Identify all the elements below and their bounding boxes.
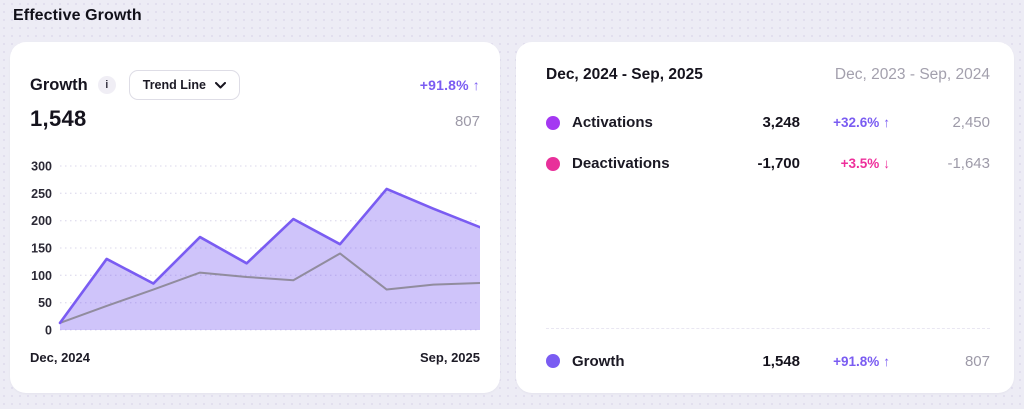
svg-text:150: 150 [31, 242, 52, 256]
svg-text:50: 50 [38, 296, 52, 310]
info-icon[interactable]: i [97, 76, 116, 94]
row-change: +32.6% ↑ [833, 115, 890, 130]
row-label: Growth [572, 352, 625, 370]
svg-text:250: 250 [31, 187, 52, 201]
page-title: Effective Growth [13, 7, 142, 24]
x-axis-end-label: Sep, 2025 [420, 350, 480, 365]
trend-line-dropdown-value: Trend Line [142, 78, 206, 92]
svg-text:0: 0 [45, 324, 52, 337]
activations-dot-icon [546, 115, 560, 130]
summary-card: Dec, 2024 - Sep, 2025 Dec, 2023 - Sep, 2… [516, 42, 1014, 393]
row-value: 1,548 [762, 352, 800, 370]
x-axis-start-label: Dec, 2024 [30, 350, 90, 365]
table-row-activations: Activations 3,248 +32.6% ↑ 2,450 [546, 102, 990, 143]
arrow-up-icon: ↑ [472, 77, 480, 93]
period-header: Dec, 2024 - Sep, 2025 Dec, 2023 - Sep, 2… [546, 66, 990, 86]
previous-period-label: Dec, 2023 - Sep, 2024 [834, 66, 990, 83]
metric-rows: Activations 3,248 +32.6% ↑ 2,450 Deactiva… [546, 102, 990, 184]
growth-chart-card: Growth i Trend Line +91.8% ↑ 1,548 807 30… [10, 42, 500, 393]
growth-totals-row: 1,548 807 [30, 106, 480, 136]
row-value: 3,248 [762, 114, 800, 131]
table-row-growth-total: Growth 1,548 +91.8% ↑ 807 [546, 329, 990, 393]
x-axis-labels: Dec, 2024 Sep, 2025 [30, 350, 480, 365]
growth-dot-icon [546, 354, 560, 368]
row-label: Deactivations [572, 155, 670, 172]
svg-text:300: 300 [31, 160, 52, 174]
growth-change-badge: +91.8% ↑ [419, 77, 480, 93]
deactivations-dot-icon [546, 156, 560, 171]
trend-line-dropdown[interactable]: Trend Line [128, 70, 240, 100]
chevron-down-icon [214, 81, 226, 88]
area-chart[interactable]: 300 250 200 150 100 50 0 [30, 158, 480, 336]
arrow-down-icon: ↓ [883, 156, 890, 171]
row-previous-value: 2,450 [952, 114, 990, 131]
row-label: Activations [572, 114, 653, 131]
growth-card-title: Growth [30, 75, 88, 94]
growth-chart[interactable]: 300 250 200 150 100 50 0 Dec, 2024 Sep, 2025 [30, 158, 480, 365]
row-previous-value: 807 [964, 352, 990, 370]
row-previous-value: -1,643 [947, 155, 990, 172]
arrow-up-icon: ↑ [883, 115, 890, 130]
current-period-label: Dec, 2024 - Sep, 2025 [546, 66, 703, 83]
spacer [546, 184, 990, 328]
svg-text:200: 200 [31, 214, 52, 228]
divider [546, 328, 990, 329]
previous-total: 807 [454, 113, 480, 130]
row-change: +91.8% ↑ [833, 353, 890, 369]
table-row-deactivations: Deactivations -1,700 +3.5% ↓ -1,643 [546, 143, 990, 184]
svg-text:100: 100 [31, 269, 52, 283]
growth-card-header: Growth i Trend Line +91.8% ↑ [30, 68, 480, 102]
row-change: +3.5% ↓ [840, 156, 890, 171]
arrow-up-icon: ↑ [883, 353, 890, 369]
current-total: 1,548 [30, 106, 87, 131]
row-value: -1,700 [757, 155, 800, 172]
